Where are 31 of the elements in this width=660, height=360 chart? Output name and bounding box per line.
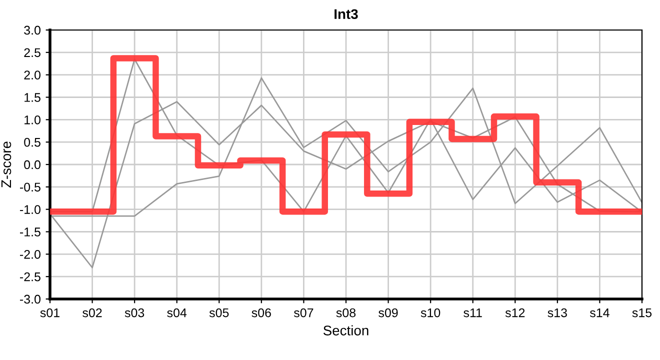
x-tick-label: s06 [252, 308, 271, 318]
x-tick-label: s14 [590, 308, 610, 318]
y-tick-label: 0.0 [24, 160, 40, 170]
y-tick-label: -3.0 [20, 294, 40, 304]
y-tick-label: -1.5 [20, 228, 40, 236]
x-tick-label: s13 [548, 308, 567, 318]
y-tick-label: 2.0 [24, 70, 40, 80]
x-tick-label: s12 [505, 308, 525, 318]
y-tick-label: -0.5 [20, 182, 40, 192]
y-tick-label: 0.5 [24, 138, 40, 147]
y-tick-label: -1.0 [20, 205, 40, 214]
x-tick-label: s08 [336, 308, 356, 318]
x-tick-label: s05 [209, 308, 229, 318]
x-tick-label: s09 [378, 308, 398, 318]
y-tick-label: -2.0 [20, 250, 40, 259]
x-tick-label: s04 [167, 308, 187, 318]
y-tick-label: 1.5 [24, 93, 40, 102]
x-tick-label: s15 [632, 308, 652, 318]
y-tick-label: 3.0 [24, 26, 40, 35]
x-tick-label: s07 [294, 308, 314, 318]
y-tick-label: 2.5 [24, 48, 40, 58]
y-axis-title: Z-score [1, 142, 12, 188]
x-tick-label: s01 [40, 308, 60, 318]
x-axis-title: Section [323, 325, 368, 336]
y-tick-label: 1.0 [24, 115, 40, 124]
x-tick-label: s10 [420, 308, 440, 318]
x-tick-label: s02 [82, 308, 102, 318]
x-tick-label: s03 [124, 308, 144, 318]
x-tick-label: s11 [464, 308, 482, 318]
chart-title: Int3 [334, 9, 358, 20]
y-tick-label: -2.5 [20, 272, 40, 282]
